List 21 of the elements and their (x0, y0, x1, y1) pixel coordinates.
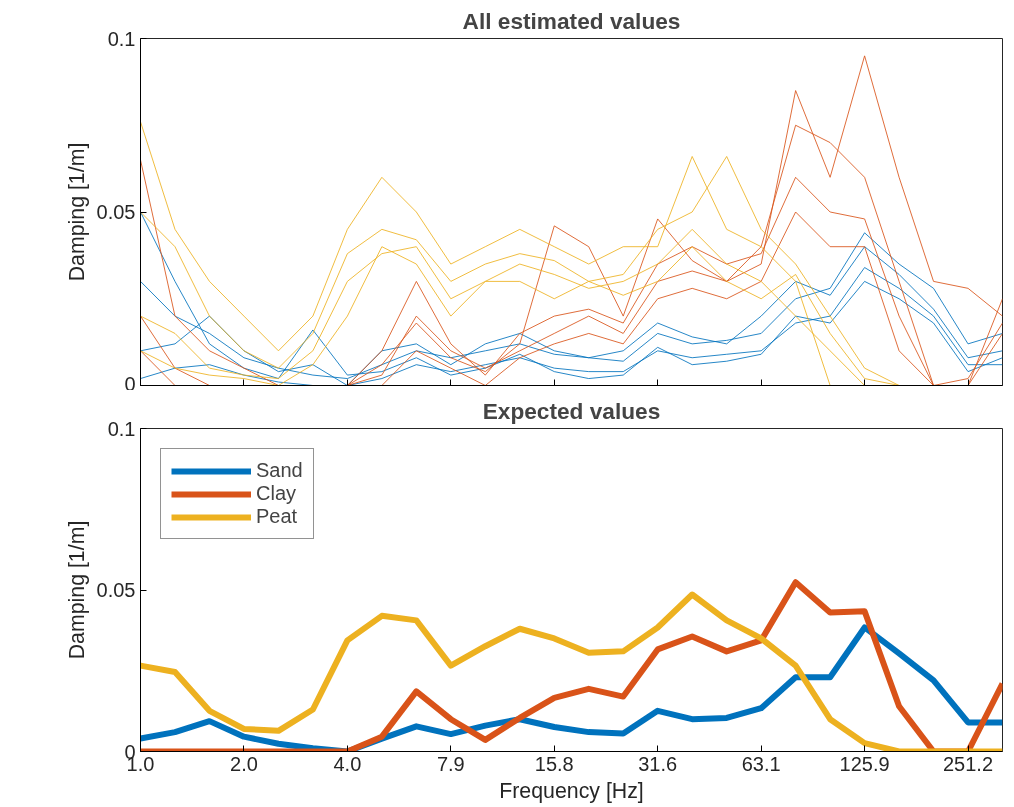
y-tick-label: 0.1 (107, 27, 136, 50)
y-tick-label: 0.05 (96, 201, 136, 223)
y-axis-title: Damping [1/m] (64, 520, 89, 660)
x-tick-label: 125.9 (839, 752, 890, 775)
y-tick-label: 0.05 (96, 579, 136, 601)
x-tick-label: 7.9 (436, 752, 465, 775)
y-tick-label: 0 (124, 372, 136, 395)
x-axis-title: Frequency [Hz] (499, 778, 644, 803)
x-tick-label: 31.6 (638, 752, 678, 775)
y-axis-title: Damping [1/m] (64, 142, 89, 282)
x-tick-label: 4.0 (333, 752, 362, 775)
x-tick-label: 2.0 (230, 752, 258, 775)
legend-label: Clay (256, 482, 297, 505)
chart-title: All estimated values (462, 7, 681, 34)
y-tick-label: 0.1 (107, 417, 136, 440)
chart-title: Expected values (482, 397, 661, 424)
x-tick-label: 15.8 (534, 752, 574, 775)
x-tick-label: 251.2 (943, 752, 994, 775)
x-tick-label: 63.1 (741, 752, 781, 775)
legend-label: Sand (256, 459, 303, 482)
legend-label: Peat (256, 505, 298, 528)
